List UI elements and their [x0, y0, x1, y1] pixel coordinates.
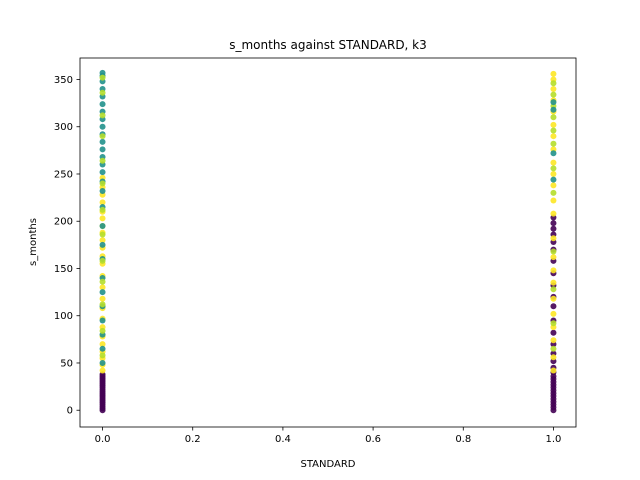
plot-area-frame [79, 57, 577, 428]
points-layer [99, 69, 557, 414]
x-tick-label: 0.8 [455, 434, 471, 445]
data-point [550, 210, 557, 217]
data-point [99, 241, 106, 248]
data-point [99, 133, 106, 140]
data-point [550, 354, 557, 361]
y-tick-label: 100 [54, 311, 73, 322]
data-point [99, 157, 106, 164]
data-point [550, 91, 557, 98]
data-point [550, 159, 557, 166]
data-point [99, 231, 106, 238]
data-point [99, 222, 106, 229]
data-point [550, 165, 557, 172]
x-tick-label: 0.2 [185, 434, 201, 445]
data-point [99, 352, 106, 359]
data-point [550, 295, 557, 302]
data-point [550, 80, 557, 87]
y-tick-label: 200 [54, 217, 73, 228]
data-point [550, 279, 557, 286]
y-tick-label: 150 [54, 264, 73, 275]
data-point [99, 289, 106, 296]
data-point [99, 295, 106, 302]
x-axis-ticks: 0.0 0.2 0.4 0.6 0.8 1.0 [95, 427, 562, 445]
data-point [550, 225, 557, 232]
data-point [550, 140, 557, 147]
data-point [550, 106, 557, 113]
x-tick-label: 0.0 [95, 434, 111, 445]
data-point [99, 257, 106, 264]
data-point [99, 284, 106, 291]
data-point [550, 345, 557, 352]
data-point [99, 123, 106, 130]
data-point [99, 341, 106, 348]
data-point [99, 180, 106, 187]
data-point [550, 303, 557, 310]
data-point [550, 248, 557, 255]
data-point [550, 70, 557, 77]
x-axis-label: STANDARD [300, 459, 355, 470]
data-point [99, 89, 106, 96]
data-point [550, 114, 557, 121]
data-point [550, 286, 557, 293]
data-point [550, 267, 557, 274]
data-point [99, 345, 106, 352]
data-point [99, 74, 106, 81]
data-point [550, 254, 557, 261]
data-point [550, 121, 557, 128]
data-point [550, 367, 557, 374]
data-point [550, 220, 557, 227]
data-point [99, 146, 106, 153]
data-point [99, 101, 106, 108]
y-axis-ticks: 0 50 100 150 200 250 300 350 [54, 75, 80, 417]
data-point [99, 112, 106, 119]
data-point [550, 85, 557, 92]
data-point [550, 235, 557, 242]
chart-title: s_months against STANDARD, k3 [229, 38, 427, 52]
data-point [550, 329, 557, 336]
data-point [550, 197, 557, 204]
data-point [550, 182, 557, 189]
data-point [550, 320, 557, 327]
data-point [550, 189, 557, 196]
y-tick-label: 250 [54, 169, 73, 180]
data-point [550, 127, 557, 134]
y-tick-label: 300 [54, 122, 73, 133]
data-point [99, 317, 106, 324]
x-tick-label: 0.6 [365, 434, 381, 445]
data-point [550, 337, 557, 344]
x-tick-label: 1.0 [546, 434, 562, 445]
y-tick-label: 350 [54, 75, 73, 86]
y-tick-label: 50 [60, 358, 73, 369]
data-point [550, 310, 557, 317]
data-point [550, 133, 557, 140]
data-point [99, 215, 106, 222]
data-point [99, 278, 106, 285]
data-point [99, 199, 106, 206]
data-point [99, 237, 106, 244]
y-tick-label: 0 [67, 406, 73, 417]
data-point [550, 176, 557, 183]
data-point [99, 367, 106, 374]
data-point [99, 327, 106, 334]
data-point [99, 188, 106, 194]
data-point [99, 69, 106, 76]
x-tick-label: 0.4 [275, 434, 291, 445]
data-point [99, 301, 106, 308]
data-point [550, 170, 557, 177]
data-point [99, 138, 106, 145]
data-point [99, 169, 106, 176]
data-point [550, 150, 557, 157]
data-point [550, 99, 557, 106]
data-point [99, 359, 106, 366]
data-point [99, 206, 106, 213]
y-axis-label: s_months [28, 218, 39, 266]
